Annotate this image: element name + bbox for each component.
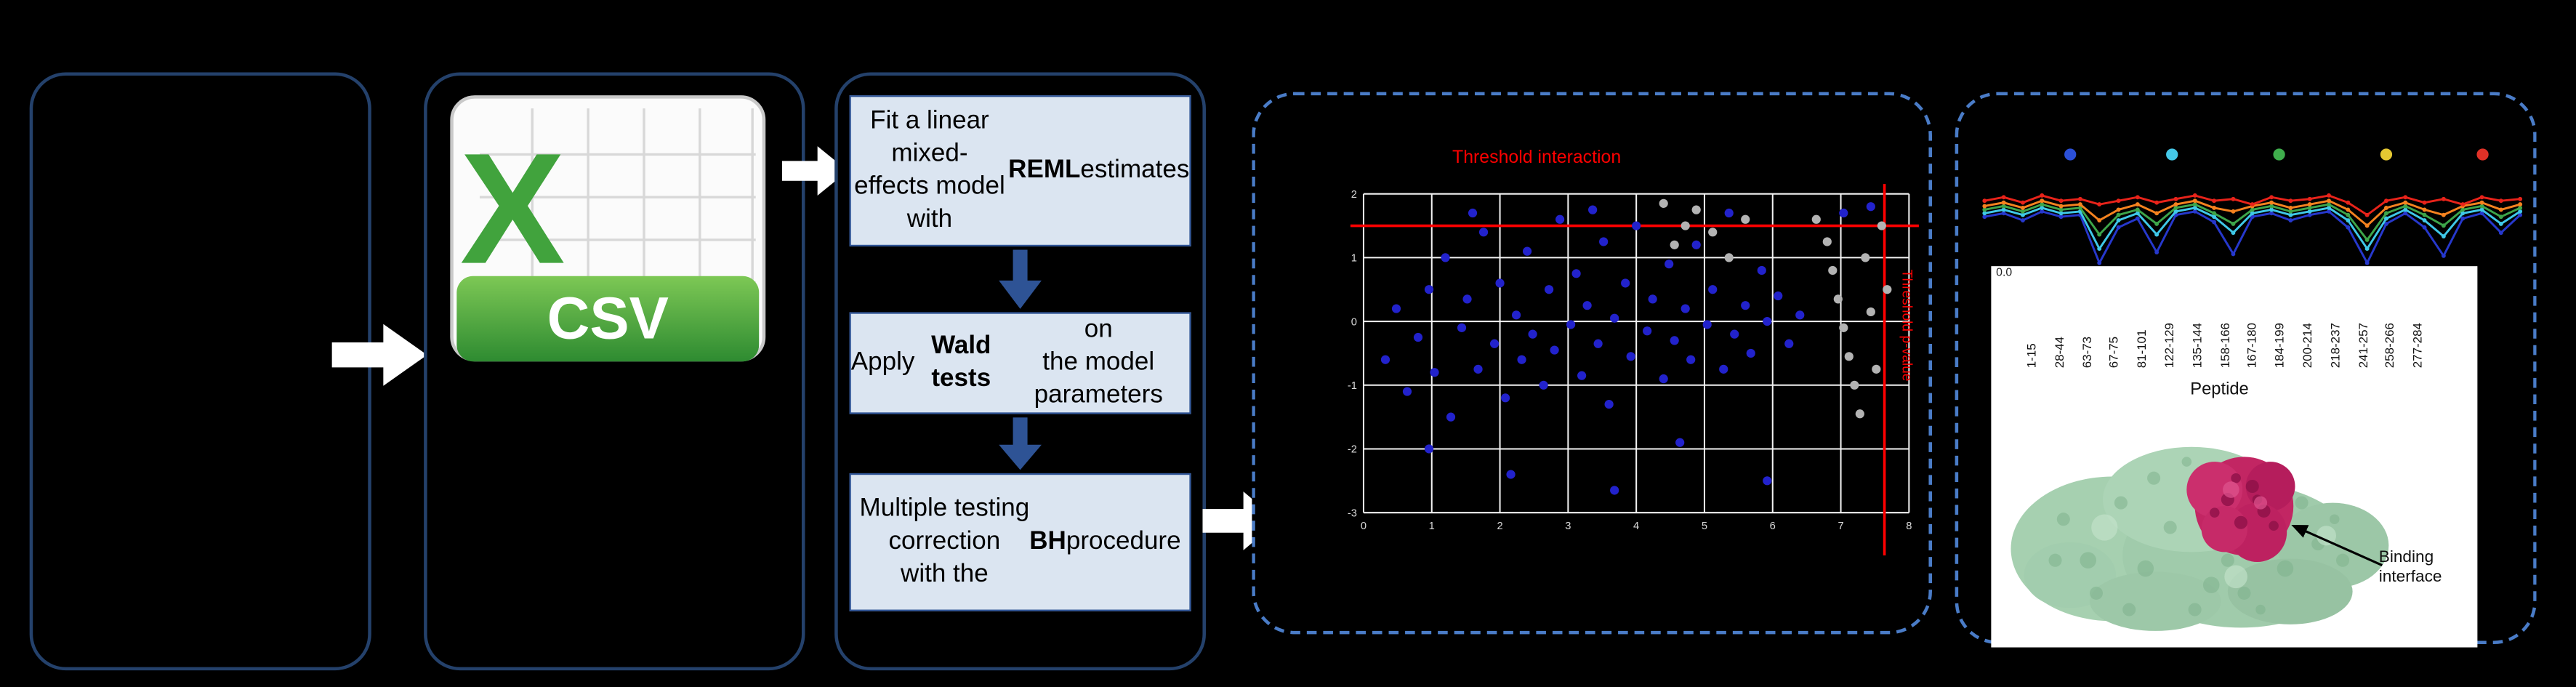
svg-text:1: 1 xyxy=(1429,521,1435,532)
scatter-plot-svg: 0 1 2 3 4 5 6 7 8 2 1 0 -1 -2 -3 xyxy=(1348,184,1919,555)
results-plot-box xyxy=(1252,92,1932,635)
peptide-tick-label: 218-237 xyxy=(2327,323,2343,369)
excel-x-letter: X xyxy=(460,121,565,297)
step-wald-tests: Apply Wald tests on the model parameters xyxy=(849,312,1191,414)
step-fit-model: Fit a linear mixed- effects model with R… xyxy=(849,95,1191,247)
peptide-tick-label: 28-44 xyxy=(2051,336,2066,369)
peptide-axis-title: Peptide xyxy=(2190,379,2249,400)
peptide-lines-chart xyxy=(1982,148,2523,266)
csv-file-icon: X CSV xyxy=(450,95,766,362)
csv-extension-label: CSV xyxy=(547,286,669,352)
csv-ribbon xyxy=(456,276,760,362)
binding-interface-label: Binding interface xyxy=(2378,548,2442,586)
svg-text:8: 8 xyxy=(1906,521,1912,532)
svg-text:1: 1 xyxy=(1351,253,1357,265)
svg-text:2: 2 xyxy=(1497,521,1502,532)
svg-text:0: 0 xyxy=(1351,316,1357,328)
peptide-tick-label: 184-199 xyxy=(2272,323,2287,369)
peptide-tick-label: 67-75 xyxy=(2106,336,2122,369)
spreadsheet-grid xyxy=(479,108,756,286)
svg-text:6: 6 xyxy=(1770,521,1776,532)
peptide-tick-label: 258-266 xyxy=(2383,323,2398,369)
peptide-tick-label: 167-180 xyxy=(2245,323,2260,369)
peptide-axis-labels: 1-15 28-44 63-73 67-75 81-101 122-129 135-144 1… xyxy=(2014,270,2426,375)
svg-text:3: 3 xyxy=(1565,521,1571,532)
binding-interface-arrow xyxy=(2291,524,2383,566)
y-axis-tick-label: 0.0 xyxy=(1996,268,2013,280)
svg-text:-1: -1 xyxy=(1348,380,1357,392)
peptide-tick-label: 122-129 xyxy=(2162,323,2177,369)
svg-text:7: 7 xyxy=(1838,521,1843,532)
svg-text:2: 2 xyxy=(1351,189,1357,201)
svg-text:5: 5 xyxy=(1702,521,1707,532)
svg-text:-3: -3 xyxy=(1348,507,1357,519)
binding-interface-region xyxy=(2186,457,2295,562)
peptide-tick-label: 200-214 xyxy=(2300,323,2315,369)
peptide-tick-label: 277-284 xyxy=(2410,323,2426,369)
peptide-tick-label: 135-144 xyxy=(2189,323,2205,369)
svg-text:-2: -2 xyxy=(1348,444,1357,456)
peptide-tick-label: 158-166 xyxy=(2217,323,2232,369)
peptide-tick-label: 1-15 xyxy=(2024,343,2039,369)
protein-structure-image xyxy=(2011,446,2389,631)
svg-text:0: 0 xyxy=(1361,521,1367,532)
volcano-plot: Threshold interaction 0 1 2 3 4 5 6 7 8 2 1 0 -1 -2 -3… xyxy=(1337,141,1932,569)
threshold-interaction-label: Threshold interaction xyxy=(1452,148,1622,168)
svg-text:4: 4 xyxy=(1633,521,1639,532)
peptide-tick-label: 63-73 xyxy=(2079,336,2094,369)
peptide-tick-label: 241-257 xyxy=(2355,323,2370,369)
input-data-box xyxy=(29,72,371,671)
threshold-pvalue-label: Threshold p-value xyxy=(1899,269,1916,382)
step-bh-correction: Multiple testing correction with the BH … xyxy=(849,473,1191,611)
peptide-tick-label: 81-101 xyxy=(2134,329,2149,369)
